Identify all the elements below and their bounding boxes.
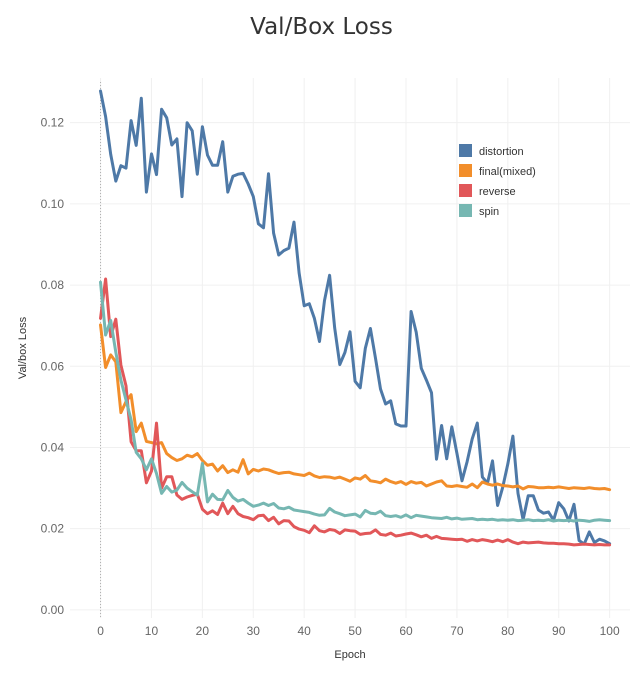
legend-swatch [459,184,472,197]
legend-swatch [459,204,472,217]
y-tick-label: 0.06 [41,359,65,373]
y-axis-ticks: 0.00 0.02 0.04 0.06 0.08 0.10 0.12 [41,116,65,617]
series-lines [99,89,612,547]
legend-label: distortion [479,146,524,158]
x-axis-label: Epoch [334,649,365,661]
x-tick-label: 30 [247,624,261,638]
legend-label: reverse [479,186,516,198]
legend-label: spin [479,206,499,218]
legend-item: final(mixed) [459,164,536,178]
x-tick-label: 80 [501,624,515,638]
y-tick-label: 0.08 [41,278,65,292]
grid [70,78,630,618]
legend-label: final(mixed) [479,166,536,178]
x-tick-label: 90 [552,624,566,638]
series-line-reverse [99,277,612,547]
chart-title: Val/Box Loss [250,14,393,40]
legend-swatch [459,164,472,177]
y-axis-label: Val/box Loss [17,316,29,379]
x-tick-label: 20 [196,624,210,638]
x-tick-label: 50 [348,624,362,638]
x-axis-ticks: 0 10 20 30 40 50 60 70 80 90 100 [97,624,620,638]
x-tick-label: 40 [298,624,312,638]
x-tick-label: 10 [145,624,159,638]
legend-item: distortion [459,144,524,158]
legend-item: spin [459,204,499,218]
legend-item: reverse [459,184,516,198]
series-line-final-mixed [99,323,612,492]
legend-swatch [459,144,472,157]
legend: distortion final(mixed) reverse spin [459,144,536,218]
y-tick-label: 0.12 [41,116,65,130]
x-tick-label: 100 [600,624,620,638]
x-tick-label: 0 [97,624,104,638]
y-tick-label: 0.04 [41,440,65,454]
series-line-spin [99,280,612,523]
y-tick-label: 0.00 [41,603,65,617]
y-tick-label: 0.02 [41,522,65,536]
series-line-distortion [99,89,612,546]
x-tick-label: 70 [450,624,464,638]
x-tick-label: 60 [399,624,413,638]
y-tick-label: 0.10 [41,197,65,211]
